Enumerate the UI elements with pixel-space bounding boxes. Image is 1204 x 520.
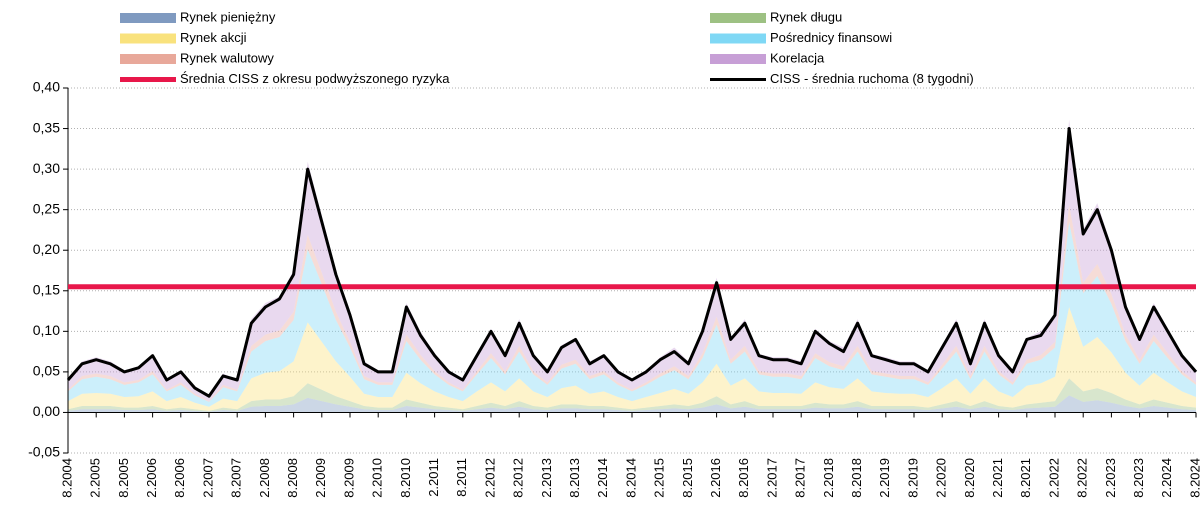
y-tick-label: -0,05: [28, 444, 60, 460]
x-tick-label: 8.2018: [849, 458, 864, 498]
area: [68, 221, 1196, 407]
legend-swatch: [120, 54, 176, 64]
legend-label: Rynek akcji: [180, 30, 247, 45]
area: [68, 395, 1196, 413]
x-tick-label: 8.2012: [511, 458, 526, 498]
legend-swatch: [710, 33, 766, 44]
x-tick-label: 2.2017: [764, 458, 779, 498]
legend-label: Rynek walutowy: [180, 50, 274, 65]
legend-label: Rynek długu: [770, 9, 842, 24]
area: [68, 378, 1196, 412]
legend-swatch: [120, 33, 176, 44]
x-tick-label: 2.2010: [370, 458, 385, 498]
x-tick-label: 2.2008: [257, 458, 272, 498]
x-tick-label: 2.2014: [595, 458, 610, 498]
x-tick-label: 8.2023: [1131, 458, 1146, 498]
x-tick-label: 8.2021: [1018, 458, 1033, 498]
x-tick-label: 8.2011: [454, 458, 469, 497]
x-tick-label: 2.2015: [652, 458, 667, 498]
x-tick-label: 2.2020: [934, 458, 949, 498]
x-tick-label: 2.2024: [1159, 458, 1174, 498]
x-tick-label: 8.2024: [1187, 458, 1202, 498]
x-tick-label: 8.2019: [905, 458, 920, 498]
x-tick-label: 8.2022: [1075, 458, 1090, 498]
y-tick-label: 0,40: [33, 79, 60, 95]
x-tick-label: 2.2012: [482, 458, 497, 498]
x-tick-label: 8.2008: [285, 458, 300, 498]
legend-label: CISS - średnia ruchoma (8 tygodni): [770, 71, 974, 86]
x-tick-label: 8.2015: [680, 458, 695, 498]
area: [68, 307, 1196, 411]
y-tick-label: 0,10: [33, 322, 60, 338]
x-tick-label: 2.2018: [821, 458, 836, 498]
legend-label: Korelacja: [770, 50, 825, 65]
y-tick-label: 0,25: [33, 200, 60, 216]
y-tick-label: 0,20: [33, 241, 60, 257]
x-tick-label: 2.2022: [1046, 458, 1061, 498]
x-tick-label: 2.2016: [708, 458, 723, 498]
legend-label: Rynek pieniężny: [180, 9, 276, 24]
y-tick-label: 0,05: [33, 363, 60, 379]
legend-label: Średnia CISS z okresu podwyższonego ryzy…: [180, 71, 450, 86]
x-tick-label: 2.2011: [426, 458, 441, 497]
legend-swatch: [710, 54, 766, 64]
x-tick-label: 8.2013: [567, 458, 582, 498]
x-tick-label: 8.2020: [962, 458, 977, 498]
legend-swatch: [120, 13, 176, 23]
ciss-line: [66, 127, 1198, 398]
y-tick-label: 0,30: [33, 160, 60, 176]
x-tick-label: 8.2014: [623, 458, 638, 498]
x-tick-label: 8.2005: [116, 458, 131, 498]
x-tick-label: 2.2007: [200, 458, 215, 498]
x-tick-label: 8.2007: [229, 458, 244, 498]
x-tick-label: 2.2005: [88, 458, 103, 498]
x-tick-label: 2.2006: [144, 458, 159, 498]
area: [68, 119, 1196, 402]
x-tick-label: 8.2004: [59, 458, 74, 498]
x-tick-label: 8.2009: [341, 458, 356, 498]
x-tick-label: 2.2019: [877, 458, 892, 498]
x-tick-label: 8.2006: [172, 458, 187, 498]
y-tick-label: 0,35: [33, 119, 60, 135]
x-tick-label: 2.2009: [313, 458, 328, 498]
x-tick-label: 2.2013: [539, 458, 554, 498]
y-tick-label: 0,00: [33, 403, 60, 419]
x-tick-label: 8.2017: [793, 458, 808, 498]
x-tick-label: 2.2023: [1103, 458, 1118, 498]
x-tick-label: 2.2021: [990, 458, 1005, 498]
y-tick-label: 0,15: [33, 281, 60, 297]
x-tick-label: 8.2010: [398, 458, 413, 498]
legend-label: Pośrednicy finansowi: [770, 30, 892, 45]
legend-swatch: [710, 13, 766, 23]
x-tick-label: 8.2016: [736, 458, 751, 498]
